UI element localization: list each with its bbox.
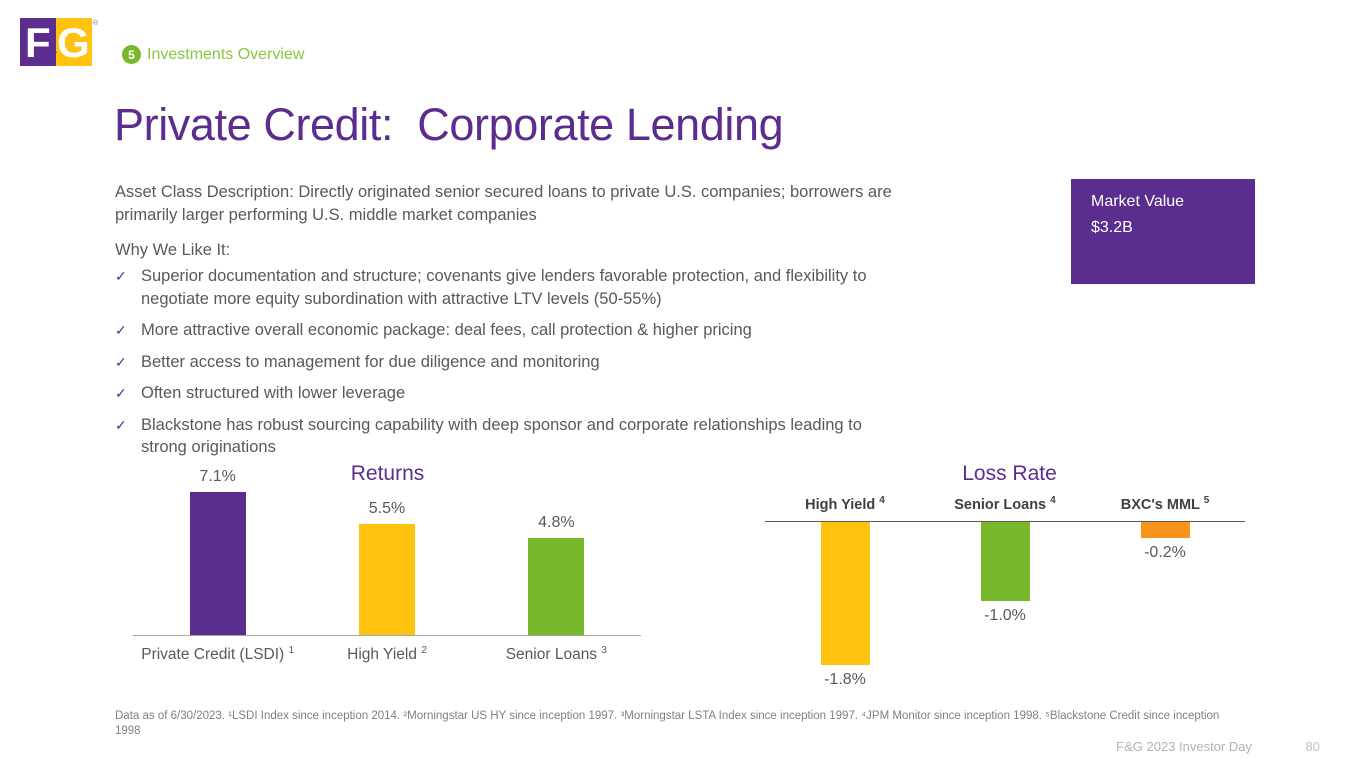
returns-value-label: 4.8% [538, 514, 575, 532]
loss-rate-bar [980, 522, 1030, 602]
logo-yellow-block [56, 18, 92, 66]
market-value-amount: $3.2B [1091, 219, 1133, 236]
check-icon: ✓ [115, 385, 127, 401]
logo-letter-g: G [57, 19, 90, 66]
asset-class-description: Asset Class Description: Directly origin… [115, 183, 892, 224]
loss-rate-chart-title: Loss Rate [962, 462, 1057, 485]
check-icon: ✓ [115, 268, 127, 284]
list-item-text: Superior documentation and structure; co… [141, 267, 867, 308]
benefits-list: ✓ Superior documentation and structure; … [115, 265, 915, 468]
loss-rate-category-label: BXC's MML 5 [1120, 495, 1210, 513]
returns-category-label: Senior Loans 3 [505, 645, 607, 664]
section-number-badge: 5 [122, 45, 141, 64]
check-icon: ✓ [115, 353, 127, 370]
returns-axis-line [133, 635, 641, 636]
returns-bar [189, 492, 246, 635]
returns-bar [359, 524, 415, 635]
page-title: Private Credit: Corporate Lending [114, 99, 784, 150]
logo-letter-f: F [25, 19, 51, 66]
loss-rate-bar [820, 522, 870, 665]
loss-rate-bar-chart: High Yield 4 -1.8% Senior Loans 4 -1.0% BXC'… [765, 494, 1245, 694]
check-icon: ✓ [115, 416, 127, 433]
returns-value-label: 7.1% [199, 468, 236, 485]
registered-trademark-icon: ® [93, 20, 99, 27]
logo-purple-block [20, 18, 56, 66]
why-we-like-it-heading: Why We Like It: [115, 241, 231, 259]
list-item: ✓ Better access to management for due di… [115, 351, 915, 374]
list-item-text: Often structured with lower leverage [141, 384, 406, 402]
section-tag: 5 Investments Overview [122, 45, 304, 64]
footnote: Data as of 6/30/2023. ¹LSDI Index since … [115, 710, 1220, 737]
market-value-label: Market Value [1091, 193, 1185, 210]
section-label: Investments Overview [147, 45, 305, 63]
list-item: ✓ Often structured with lower leverage [115, 382, 915, 405]
loss-rate-bar [1140, 522, 1190, 538]
returns-bar-chart: 7.1% Private Credit (LSDI) 1 5.5% High Yiel… [133, 468, 641, 670]
loss-rate-axis-line [765, 521, 1245, 522]
check-icon: ✓ [115, 322, 127, 338]
list-item: ✓ Superior documentation and structure; … [115, 265, 915, 310]
list-item-text: Blackstone has robust sourcing capabilit… [141, 415, 862, 457]
loss-rate-category-label: High Yield 4 [805, 495, 885, 513]
list-item: ✓ Blackstone has robust sourcing capabil… [115, 414, 915, 459]
footer-deck-name: F&G 2023 Investor Day [1116, 739, 1252, 754]
fg-logo: F G & ® [20, 18, 98, 66]
returns-bar [528, 538, 585, 635]
returns-value-label: 5.5% [368, 500, 406, 518]
footer-page-number: 80 [1305, 739, 1320, 754]
loss-rate-value-label: -1.0% [984, 607, 1026, 625]
loss-rate-value-label: -1.8% [824, 671, 866, 688]
logo-ampersand: & [47, 40, 58, 56]
list-item: ✓ More attractive overall economic packa… [115, 319, 915, 342]
list-item-text: Better access to management for due dili… [141, 352, 600, 371]
loss-rate-value-label: -0.2% [1144, 543, 1186, 561]
loss-rate-category-label: Senior Loans 4 [954, 495, 1056, 513]
returns-category-label: Private Credit (LSDI) 1 [141, 645, 295, 664]
list-item-text: More attractive overall economic package… [141, 321, 752, 339]
returns-category-label: High Yield 2 [347, 645, 427, 664]
market-value-card: Market Value $3.2B [1071, 179, 1255, 284]
returns-chart-title: Returns [350, 462, 425, 485]
